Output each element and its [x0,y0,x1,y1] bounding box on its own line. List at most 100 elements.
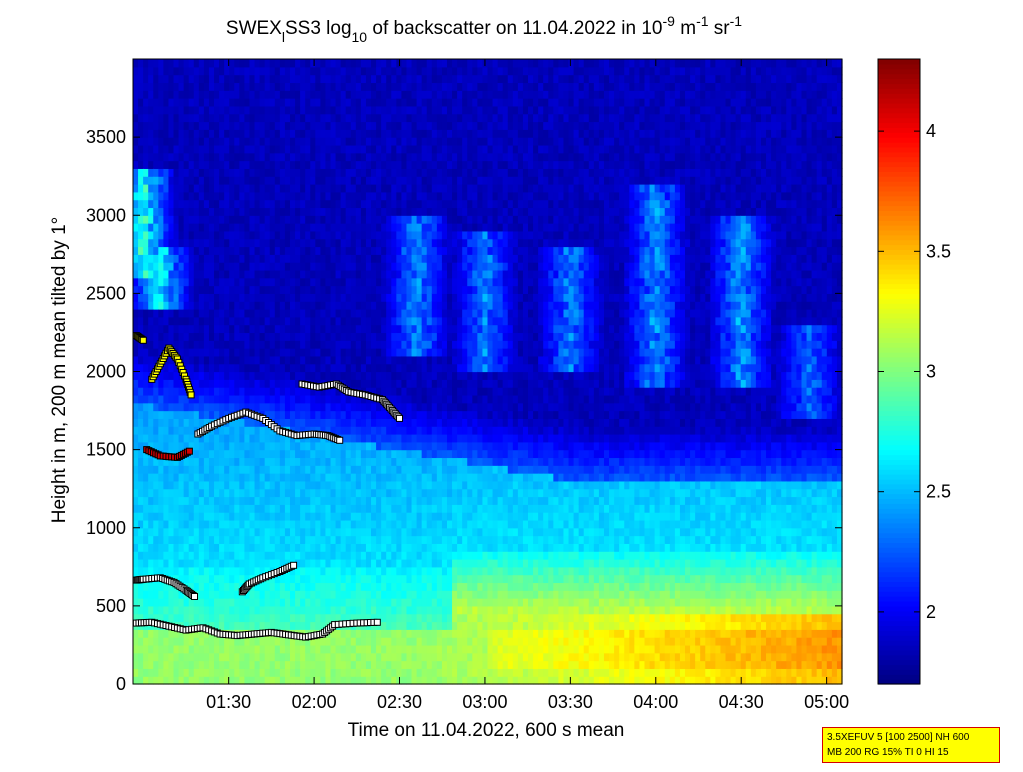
heatmap-cell [229,480,235,490]
heatmap-cell [295,66,301,76]
heatmap-cell [284,160,291,169]
heatmap-cell [416,629,423,638]
heatmap-cell [305,184,311,193]
heatmap-cell [381,82,387,91]
heatmap-cell [335,144,342,154]
heatmap-cell [193,90,200,99]
heatmap-cell [365,379,372,388]
heatmap-cell [203,402,210,412]
heatmap-cell [249,215,256,224]
heatmap-cell [163,199,170,209]
heatmap-cell [269,246,276,255]
heatmap-cell [214,98,220,107]
heatmap-cell [163,410,170,419]
heatmap-cell [391,144,397,154]
heatmap-cell [360,660,367,669]
heatmap-cell [320,371,327,380]
heatmap-cell [436,590,443,599]
heatmap-cell [396,668,402,677]
heatmap-cell [143,402,149,412]
heatmap-cell [259,637,266,646]
heatmap-cell [436,637,443,646]
heatmap-cell [401,394,408,404]
heatmap-cell [330,254,337,263]
heatmap-cell [208,644,215,654]
heatmap-cell [295,519,301,529]
heatmap-cell [239,504,246,513]
heatmap-cell [198,90,205,99]
heatmap-cell [315,168,321,177]
heatmap-cell [396,465,402,474]
heatmap-cell [355,457,362,466]
heatmap-cell [274,184,281,193]
heatmap-cell [178,668,185,677]
heatmap-cell [421,355,428,365]
heatmap-cell [178,543,185,552]
heatmap-cell [411,66,418,76]
heatmap-cell [234,637,240,646]
heatmap-cell [279,324,286,334]
heatmap-cell [259,176,266,185]
heatmap-cell [244,355,251,365]
heatmap-cell [214,371,220,380]
heatmap-cell [360,59,367,68]
heatmap-cell [219,316,225,326]
heatmap-cell [239,488,246,498]
heatmap-cell [350,168,357,177]
heatmap-cell [259,441,266,451]
heatmap-cell [153,465,159,474]
heatmap-cell [421,598,428,607]
heatmap-cell [249,223,256,232]
heatmap-cell [330,184,337,193]
heatmap-cell [279,246,286,255]
heatmap-cell [325,176,332,185]
heatmap-cell [279,637,286,646]
heatmap-cell [229,676,235,685]
heatmap-cell [259,137,266,146]
heatmap-cell [320,254,327,263]
heatmap-cell [148,129,154,138]
heatmap-cell [436,566,443,576]
heatmap-cell [219,199,225,209]
heatmap-cell [310,668,316,677]
heatmap-cell [148,59,154,68]
heatmap-cell [305,90,311,99]
heatmap-cell [158,394,164,404]
heatmap-cell [310,519,316,529]
heatmap-cell [203,566,210,576]
heatmap-cell [345,598,352,607]
heatmap-cell [289,574,296,584]
heatmap-cell [411,613,418,623]
heatmap-cell [259,160,266,169]
heatmap-cell [259,223,266,232]
heatmap-cell [183,191,190,201]
heatmap-cell [158,488,164,498]
heatmap-cell [401,473,408,482]
heatmap-cell [208,527,215,537]
heatmap-cell [441,480,448,490]
heatmap-cell [264,496,271,505]
heatmap-cell [330,559,337,568]
heatmap-cell [274,637,281,646]
heatmap-cell [203,582,210,591]
heatmap-cell [441,191,448,201]
heatmap-cell [289,59,296,68]
heatmap-cell [355,574,362,584]
heatmap-cell [163,301,170,310]
heatmap-cell [441,418,448,427]
heatmap-cell [168,254,175,263]
heatmap-cell [203,519,210,529]
heatmap-cell [305,144,311,154]
heatmap-cell [381,277,387,287]
heatmap-cell [325,543,332,552]
heatmap-cell [239,473,246,482]
heatmap-cell [381,262,387,271]
heatmap-cell [208,355,215,365]
heatmap-cell [365,105,372,115]
heatmap-cell [239,348,246,357]
heatmap-cell [239,301,246,310]
heatmap-cell [269,488,276,498]
heatmap-cell [198,238,205,248]
heatmap-cell [163,527,170,537]
heatmap-cell [426,82,433,91]
